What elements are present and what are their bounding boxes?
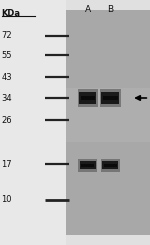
Text: 34: 34 xyxy=(2,94,12,102)
Text: 72: 72 xyxy=(2,31,12,40)
Bar xyxy=(102,161,118,170)
Bar xyxy=(101,93,119,103)
Text: 17: 17 xyxy=(2,160,12,169)
Text: KDa: KDa xyxy=(2,9,21,18)
Bar xyxy=(66,88,150,142)
Bar xyxy=(80,93,96,103)
Text: 55: 55 xyxy=(2,51,12,60)
Bar xyxy=(101,159,120,172)
Bar xyxy=(78,89,98,107)
Bar xyxy=(81,164,94,167)
Text: 43: 43 xyxy=(2,73,12,82)
Text: 10: 10 xyxy=(2,195,12,204)
Bar xyxy=(100,89,121,107)
Text: A: A xyxy=(85,5,91,14)
Bar xyxy=(103,96,118,100)
Text: B: B xyxy=(107,5,113,14)
Bar xyxy=(104,164,117,167)
Bar xyxy=(81,96,94,100)
Bar xyxy=(78,159,97,172)
Bar xyxy=(66,10,150,235)
Bar xyxy=(0,0,66,245)
Bar xyxy=(80,161,96,170)
Text: 26: 26 xyxy=(2,116,12,124)
